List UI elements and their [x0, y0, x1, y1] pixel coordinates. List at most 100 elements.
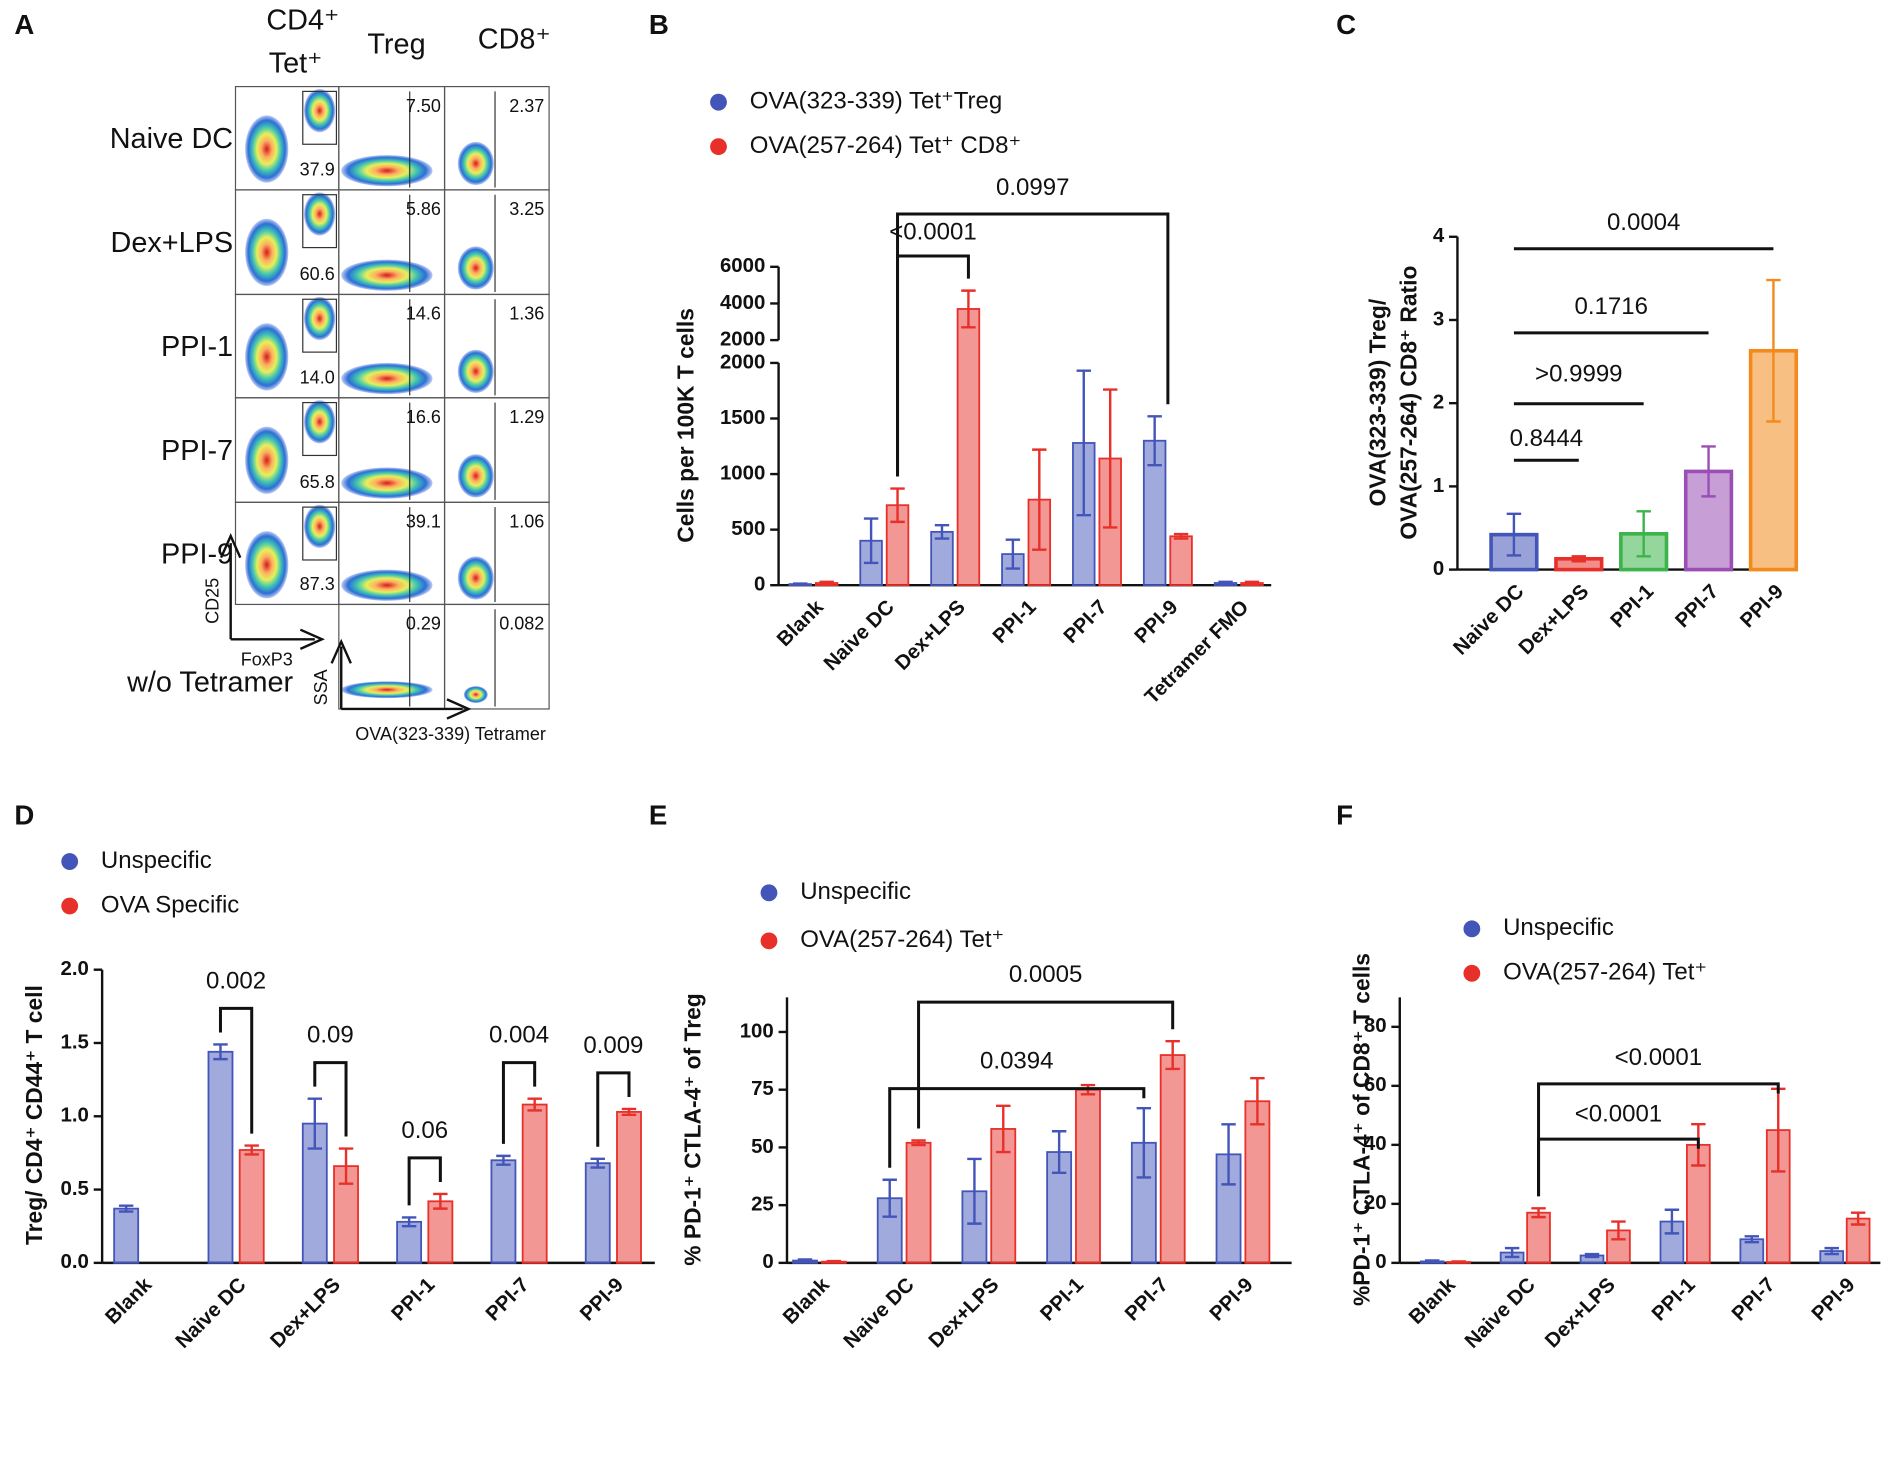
- comparison-bracket: [1537, 1137, 1700, 1197]
- y-tick-label: 1500: [720, 407, 765, 429]
- y-tick-label: 80: [1364, 1015, 1387, 1037]
- error-bar: [433, 1192, 448, 1210]
- p-value: 0.06: [401, 1117, 448, 1144]
- y-tick-label: 2.0: [61, 958, 89, 980]
- flow-population: [463, 686, 488, 703]
- flow-plot-frame: [443, 603, 550, 710]
- treg-value: 0.29: [406, 614, 441, 634]
- legend-marker: [710, 93, 727, 111]
- error-bar: [1824, 1246, 1839, 1256]
- cd8-value: 1.36: [509, 304, 544, 324]
- error-bar: [118, 1204, 134, 1213]
- p-value: 0.1716: [1574, 293, 1647, 320]
- p-value: 0.002: [206, 967, 266, 994]
- flow-population: [341, 155, 433, 187]
- gate-value: 60.6: [300, 264, 335, 284]
- error-bar: [1850, 1211, 1866, 1226]
- error-bar: [863, 517, 879, 565]
- y-tick-label: 2: [1433, 392, 1444, 414]
- flow-population: [457, 454, 494, 498]
- axis-label: FoxP3: [241, 650, 293, 670]
- x-tick-label: Naive DC: [172, 1274, 251, 1353]
- treg-value: 7.50: [406, 96, 441, 116]
- cd8-value: 2.37: [509, 96, 544, 116]
- p-value: 0.0394: [980, 1048, 1053, 1075]
- error-bar: [1611, 1220, 1626, 1241]
- cd8-value: 1.29: [509, 407, 544, 427]
- y-tick-label: 0.5: [61, 1178, 89, 1200]
- error-bar: [1173, 532, 1189, 540]
- bar: [616, 1110, 642, 1264]
- x-tick-label: Dex+LPS: [1515, 581, 1594, 660]
- y-tick-label: 0.0: [61, 1251, 89, 1273]
- y-tick-label: 75: [751, 1078, 774, 1100]
- error-bar: [996, 1104, 1011, 1154]
- x-tick-label: PPI-9: [1736, 581, 1788, 633]
- x-tick-label: PPI-1: [1648, 1274, 1700, 1326]
- p-value: 0.8444: [1510, 425, 1583, 452]
- error-bar: [213, 1043, 228, 1061]
- error-bar: [1504, 1246, 1520, 1259]
- axis-arrow: [330, 638, 472, 720]
- bar: [1075, 1088, 1101, 1264]
- bar: [1159, 1054, 1186, 1264]
- x-tick-label: PPI-1: [989, 596, 1041, 648]
- row-label: PPI-9: [161, 538, 233, 570]
- panel-letter: E: [649, 799, 667, 830]
- y-axis-label: OVA(257-264) CD8⁺ Ratio: [1396, 266, 1422, 540]
- error-bar: [793, 582, 808, 586]
- error-bar: [961, 289, 976, 329]
- p-value: 0.004: [489, 1022, 549, 1049]
- bar: [113, 1207, 140, 1264]
- legend-label: OVA Specific: [101, 891, 239, 918]
- legend-marker: [1463, 964, 1481, 982]
- panel-letter: A: [14, 9, 34, 40]
- error-bar: [527, 1097, 542, 1112]
- legend-label: OVA(257-264) Tet⁺: [800, 926, 1004, 953]
- error-bar: [819, 580, 834, 586]
- cd8-value: 0.082: [499, 614, 544, 634]
- y-tick-label: 1000: [720, 462, 765, 484]
- row-label: PPI-1: [161, 331, 233, 363]
- error-bar: [826, 1259, 842, 1264]
- y-tick-label: 0: [1433, 558, 1444, 580]
- x-tick-label: Naive DC: [1450, 580, 1529, 659]
- y-axis-label: Cells per 100K T cells: [672, 308, 698, 543]
- p-value: <0.0001: [889, 219, 976, 246]
- flow-population: [457, 141, 494, 186]
- gate-value: 87.3: [300, 574, 335, 594]
- y-tick-label: 4: [1433, 225, 1445, 247]
- error-bar: [1221, 1123, 1236, 1186]
- p-value: <0.0001: [1615, 1044, 1702, 1071]
- flow-gate: [302, 506, 338, 561]
- flow-population: [303, 400, 336, 444]
- error-bar: [338, 1147, 354, 1185]
- x-tick-label: Naive DC: [1461, 1274, 1540, 1353]
- x-tick-label: PPI-1: [388, 1274, 440, 1326]
- error-bar: [1766, 278, 1781, 423]
- error-bar: [496, 1154, 511, 1166]
- p-value: 0.0005: [1009, 961, 1082, 988]
- x-tick-label: PPI-9: [1206, 1274, 1258, 1326]
- error-bar: [1424, 1259, 1440, 1264]
- y-tick-label: 100: [740, 1020, 774, 1042]
- legend-label: Unspecific: [101, 847, 212, 874]
- axis-arrow: [219, 532, 325, 650]
- comparison-bracket: [501, 1061, 537, 1144]
- y-tick-label: 3: [1433, 308, 1444, 330]
- error-bar: [1244, 580, 1260, 586]
- gate-value: 65.8: [300, 472, 335, 492]
- flow-gate: [302, 194, 338, 249]
- y-tick-label: 25: [751, 1194, 774, 1216]
- flow-gate: [302, 90, 338, 145]
- comparison-bracket: [917, 1000, 1175, 1129]
- y-tick-label: 4000: [720, 292, 765, 314]
- flow-population: [303, 88, 336, 133]
- legend-label: OVA(323-339) Tet⁺Treg: [750, 88, 1003, 115]
- flow-population: [303, 296, 336, 341]
- flow-population: [245, 323, 289, 391]
- panel-letter: B: [649, 9, 669, 40]
- col-header: Treg: [367, 28, 425, 60]
- bar: [427, 1200, 454, 1264]
